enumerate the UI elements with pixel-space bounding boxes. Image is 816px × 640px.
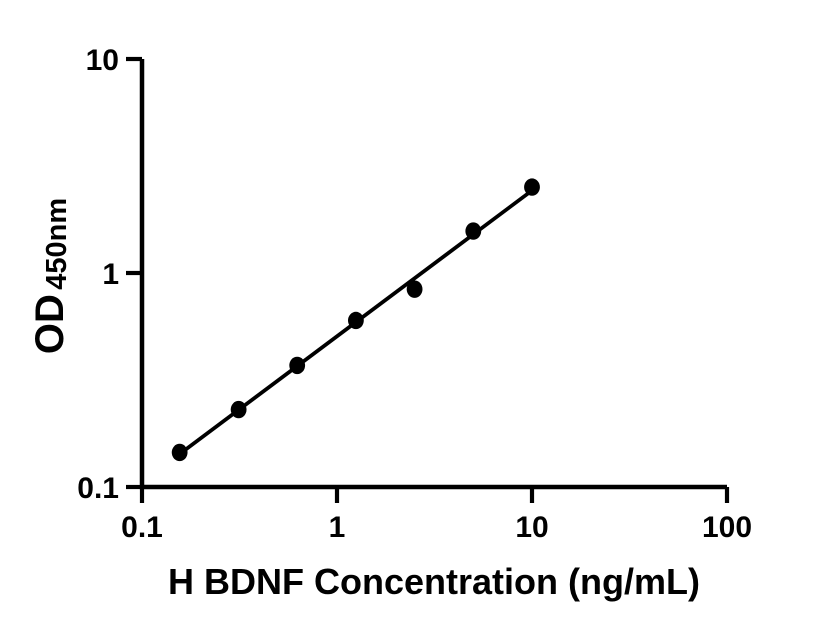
x-tick-label: 0.1 (121, 511, 163, 544)
y-axis-title-main: OD (28, 294, 72, 354)
tick-marks (126, 56, 730, 503)
data-point (524, 178, 540, 196)
tick-labels: 0.1 1 10 100 0.1 1 10 (77, 44, 752, 544)
y-tick-label: 0.1 (77, 472, 119, 505)
y-tick-label: 1 (102, 258, 119, 291)
data-point (465, 222, 482, 240)
data-point (347, 311, 364, 330)
y-axis-title-sub: 450nm (41, 198, 73, 290)
data-points (171, 178, 540, 462)
axis-spines (139, 59, 727, 490)
data-point (289, 356, 306, 375)
data-point (406, 280, 423, 298)
axes (139, 59, 727, 490)
x-axis-title: H BDNF Concentration (ng/mL) (168, 561, 700, 602)
x-tick-label: 10 (515, 511, 548, 544)
data-point (171, 443, 188, 462)
x-tick-label: 1 (329, 511, 346, 544)
y-axis-title: OD 450nm (28, 198, 73, 354)
x-tick-label: 100 (702, 511, 752, 544)
data-point (230, 400, 247, 419)
y-tick-label: 10 (86, 44, 119, 77)
